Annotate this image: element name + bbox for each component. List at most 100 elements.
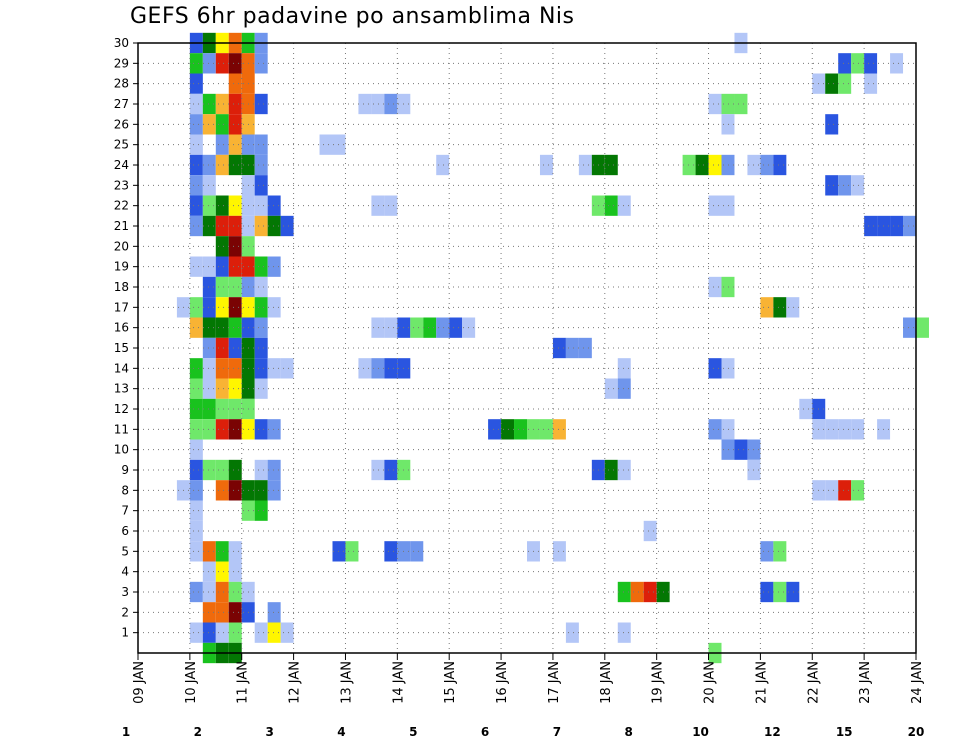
heatmap-cell — [189, 358, 203, 379]
heatmap-cell — [682, 154, 696, 176]
heatmap-cell — [215, 541, 229, 562]
heatmap-cell — [267, 602, 281, 623]
heatmap-cell — [202, 114, 216, 135]
heatmap-cell — [410, 317, 424, 338]
heatmap-cell — [215, 53, 229, 74]
heatmap-cell — [189, 581, 203, 603]
y-tick-label: 6 — [121, 524, 129, 538]
heatmap-cell — [267, 358, 281, 379]
heatmap-cell — [734, 93, 748, 115]
heatmap-cell — [280, 622, 294, 643]
heatmap-cell — [410, 541, 424, 562]
heatmap-cell — [721, 154, 735, 176]
heatmap-cell — [254, 378, 268, 399]
heatmap-cell — [254, 93, 268, 115]
heatmap-cell — [786, 581, 800, 603]
heatmap-cell — [384, 93, 398, 115]
heatmap-cell — [423, 317, 437, 338]
heatmap-cell — [189, 134, 203, 155]
heatmap-cell — [202, 317, 216, 338]
x-tick-label: 16 JAN — [495, 661, 510, 704]
heatmap-cell — [254, 276, 268, 298]
heatmap-cell — [267, 419, 281, 440]
chart-title: GEFS 6hr padavine po ansamblima Nis — [130, 4, 575, 29]
x-tick-label: 17 JAN — [547, 661, 562, 704]
x-tick-label: 14 JAN — [391, 661, 406, 704]
heatmap-cell — [436, 317, 450, 338]
y-tick-label: 5 — [121, 544, 129, 558]
heatmap-cell — [189, 195, 203, 216]
heatmap-cell — [617, 378, 631, 399]
heatmap-cell — [254, 53, 268, 74]
heatmap-cell — [851, 175, 865, 196]
heatmap-cell — [202, 215, 216, 237]
heatmap-cell — [254, 297, 268, 318]
colorbar: 1 2 3 4 5 6 7 8 10 12 15 20 — [122, 725, 925, 739]
heatmap-cell — [202, 154, 216, 176]
x-tick-label: 24 JAN — [910, 661, 925, 704]
heatmap-cell — [773, 541, 787, 562]
heatmap-cell — [202, 419, 216, 440]
heatmap-cell — [228, 195, 242, 216]
heatmap-cell — [721, 419, 735, 440]
heatmap-cell — [254, 480, 268, 501]
heatmap-cell — [371, 459, 385, 481]
heatmap-cell — [721, 358, 735, 379]
heatmap-cell — [864, 53, 878, 74]
heatmap-cell — [202, 297, 216, 318]
y-tick-label: 29 — [114, 56, 129, 70]
y-tick-label: 28 — [114, 77, 129, 91]
x-tick-label: 23 JAN — [858, 661, 873, 704]
heatmap-cell — [189, 419, 203, 440]
heatmap-cell — [254, 154, 268, 176]
heatmap-cell — [280, 358, 294, 379]
x-tick-label: 13 JAN — [340, 661, 355, 704]
heatmap-cell — [267, 622, 281, 643]
heatmap-cell — [604, 378, 618, 399]
heatmap-cell — [215, 195, 229, 216]
heatmap-cell — [721, 195, 735, 216]
heatmap-cell — [202, 398, 216, 420]
heatmap-cell — [215, 358, 229, 379]
heatmap-cell — [617, 195, 631, 216]
colorbar-label: 10 — [692, 725, 709, 739]
colorbar-label: 4 — [337, 725, 345, 739]
heatmap-cell — [202, 622, 216, 643]
heatmap-cell — [228, 337, 242, 359]
y-tick-label: 16 — [114, 321, 129, 335]
heatmap-cell — [864, 73, 878, 94]
colorbar-label: 5 — [409, 725, 417, 739]
y-tick-label: 10 — [114, 443, 129, 457]
heatmap-cell — [228, 215, 242, 237]
heatmap-cell — [189, 500, 203, 521]
colorbar-label: 15 — [836, 725, 853, 739]
heatmap-cell — [189, 480, 203, 501]
heatmap-cell — [215, 297, 229, 318]
x-tick-label: 15 JAN — [443, 661, 458, 704]
heatmap-cell — [202, 337, 216, 359]
heatmap-cell — [202, 93, 216, 115]
heatmap-cell — [267, 297, 281, 318]
y-tick-label: 12 — [114, 402, 129, 416]
heatmap-cell — [617, 358, 631, 379]
heatmap-cell — [189, 53, 203, 74]
heatmap-cell — [345, 541, 359, 562]
heatmap-cell — [371, 358, 385, 379]
heatmap-cell — [215, 134, 229, 155]
heatmap-cell — [215, 622, 229, 643]
heatmap-cell — [890, 53, 904, 74]
heatmap-cell — [384, 317, 398, 338]
x-tick-label: 12 JAN — [288, 661, 303, 704]
heatmap-cell — [189, 114, 203, 135]
heatmap-cell — [384, 358, 398, 379]
heatmap-cell — [851, 480, 865, 501]
x-tick-label: 18 JAN — [599, 661, 614, 704]
heatmap-cell — [254, 622, 268, 643]
heatmap-cell — [228, 541, 242, 562]
heatmap-cell — [721, 439, 735, 460]
heatmap-cell — [864, 215, 878, 237]
heatmap-cell — [319, 134, 333, 155]
y-tick-label: 30 — [114, 36, 129, 50]
heatmap-cell — [760, 154, 774, 176]
